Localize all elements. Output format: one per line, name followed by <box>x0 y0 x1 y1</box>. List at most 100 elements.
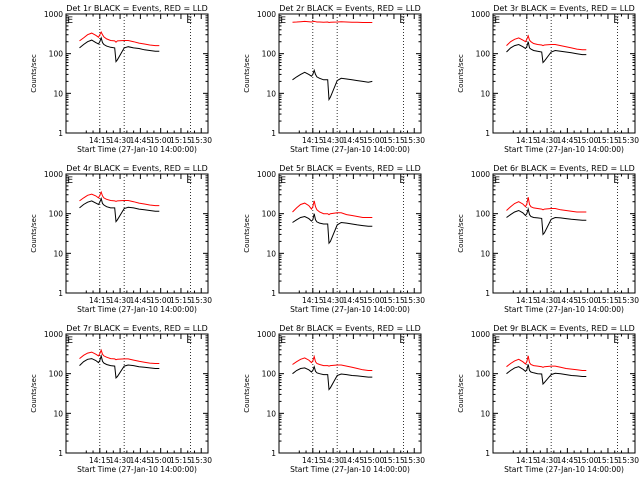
y-axis-label: Counts/sec <box>243 214 251 253</box>
chart-title: Det 6r BLACK = Events, RED = LLD <box>493 164 635 173</box>
x-tick-label: 15:00 <box>150 136 172 145</box>
lld-series-line <box>506 355 587 371</box>
x-tick-label: 15:30 <box>617 136 639 145</box>
x-tick-label: 14:15 <box>302 456 324 465</box>
y-tick-label: 100 <box>49 370 64 379</box>
x-tick-label: 15:00 <box>363 456 385 465</box>
x-axis-label: Start Time (27-Jan-10 14:00:00) <box>290 305 410 314</box>
y-tick-label: 10 <box>480 249 490 258</box>
y-axis-label: Counts/sec <box>30 214 38 253</box>
x-tick-label: 15:15 <box>383 456 405 465</box>
x-tick-label: 14:45 <box>343 136 365 145</box>
lld-series-line <box>292 200 373 218</box>
event-marker: E <box>280 176 286 186</box>
x-axis-label: Start Time (27-Jan-10 14:00:00) <box>290 145 410 154</box>
plot-frame <box>278 333 422 454</box>
chart-panel: Det 8r BLACK = Events, RED = LLD Counts/s… <box>243 324 425 474</box>
y-tick-label: 10 <box>480 89 490 98</box>
x-tick-label: 14:45 <box>130 456 152 465</box>
chart-panel: Det 5r BLACK = Events, RED = LLD Counts/s… <box>243 164 425 314</box>
event-marker: E <box>186 336 192 346</box>
x-tick-label: 14:15 <box>89 456 111 465</box>
y-tick-label: 1000 <box>44 330 63 339</box>
chart-title: Det 1r BLACK = Events, RED = LLD <box>66 4 208 13</box>
x-tick-label: 15:00 <box>363 296 385 305</box>
lld-series-line <box>506 34 587 51</box>
events-series-line <box>292 213 373 245</box>
chart-panel: Det 4r BLACK = Events, RED = LLD Counts/s… <box>30 164 212 314</box>
x-tick-label: 14:45 <box>557 296 579 305</box>
x-tick-label: 15:15 <box>170 456 192 465</box>
x-tick-label: 14:30 <box>536 296 558 305</box>
y-tick-label: 100 <box>49 210 64 219</box>
y-tick-label: 10 <box>53 249 63 258</box>
events-series-line <box>506 207 587 236</box>
y-tick-label: 1000 <box>471 170 490 179</box>
x-tick-label: 14:45 <box>130 296 152 305</box>
x-tick-label: 14:15 <box>516 296 538 305</box>
x-tick-label: 15:00 <box>577 456 599 465</box>
x-tick-label: 14:30 <box>536 136 558 145</box>
y-tick-label: 10 <box>266 89 276 98</box>
y-tick-label: 10 <box>266 409 276 418</box>
plot-frame <box>65 333 209 454</box>
y-axis-label: Counts/sec <box>30 374 38 413</box>
y-tick-label: 10 <box>480 409 490 418</box>
lld-series-line <box>79 348 160 364</box>
chart-title: Det 2r BLACK = Events, RED = LLD <box>279 4 421 13</box>
y-tick-label: 1 <box>485 289 490 298</box>
x-tick-label: 15:15 <box>597 136 619 145</box>
x-tick-label: 14:30 <box>109 456 131 465</box>
events-series-line <box>292 365 373 391</box>
y-tick-label: 1 <box>271 449 276 458</box>
y-tick-label: 1000 <box>471 10 490 19</box>
x-tick-label: 15:30 <box>190 456 212 465</box>
y-tick-label: 1 <box>485 449 490 458</box>
events-series-line <box>506 41 587 64</box>
event-marker: E <box>186 176 192 186</box>
chart-title: Det 5r BLACK = Events, RED = LLD <box>279 164 421 173</box>
event-marker: E <box>399 336 405 346</box>
y-axis-label: Counts/sec <box>457 54 465 93</box>
x-tick-label: 14:30 <box>109 136 131 145</box>
y-tick-label: 1000 <box>44 10 63 19</box>
y-axis-label: Counts/sec <box>243 374 251 413</box>
x-axis-label: Start Time (27-Jan-10 14:00:00) <box>77 145 197 154</box>
event-marker: E <box>613 16 619 26</box>
x-axis-label: Start Time (27-Jan-10 14:00:00) <box>504 465 624 474</box>
chart-panel: Det 9r BLACK = Events, RED = LLD Counts/s… <box>457 324 639 474</box>
plot-frame <box>65 13 209 134</box>
event-marker: E <box>494 176 500 186</box>
events-series-line <box>79 353 160 379</box>
event-marker: E <box>613 176 619 186</box>
x-tick-label: 15:15 <box>170 296 192 305</box>
chart-title: Det 8r BLACK = Events, RED = LLD <box>279 324 421 333</box>
lld-series-line <box>79 31 160 47</box>
lld-series-line <box>79 190 160 207</box>
y-tick-label: 1 <box>58 289 63 298</box>
y-tick-label: 10 <box>53 409 63 418</box>
chart-panel: Det 1r BLACK = Events, RED = LLD Counts/s… <box>30 4 212 154</box>
x-tick-label: 15:30 <box>617 456 639 465</box>
y-axis-label: Counts/sec <box>457 374 465 413</box>
y-axis-label: Counts/sec <box>243 54 251 93</box>
chart-title: Det 3r BLACK = Events, RED = LLD <box>493 4 635 13</box>
plot-frame <box>278 13 422 134</box>
x-tick-label: 15:15 <box>597 456 619 465</box>
plot-frame <box>278 173 422 294</box>
y-tick-label: 1 <box>271 129 276 138</box>
event-marker: E <box>186 16 192 26</box>
y-tick-label: 1000 <box>257 330 276 339</box>
y-tick-label: 100 <box>476 50 491 59</box>
y-tick-label: 1 <box>485 129 490 138</box>
x-tick-label: 15:00 <box>150 296 172 305</box>
x-axis-label: Start Time (27-Jan-10 14:00:00) <box>77 305 197 314</box>
y-axis-label: Counts/sec <box>30 54 38 93</box>
y-tick-label: 1 <box>58 129 63 138</box>
x-tick-label: 14:15 <box>89 136 111 145</box>
y-tick-label: 10 <box>53 89 63 98</box>
lld-series-line <box>292 20 373 24</box>
events-series-line <box>79 196 160 223</box>
chart-panel: Det 6r BLACK = Events, RED = LLD Counts/s… <box>457 164 639 314</box>
